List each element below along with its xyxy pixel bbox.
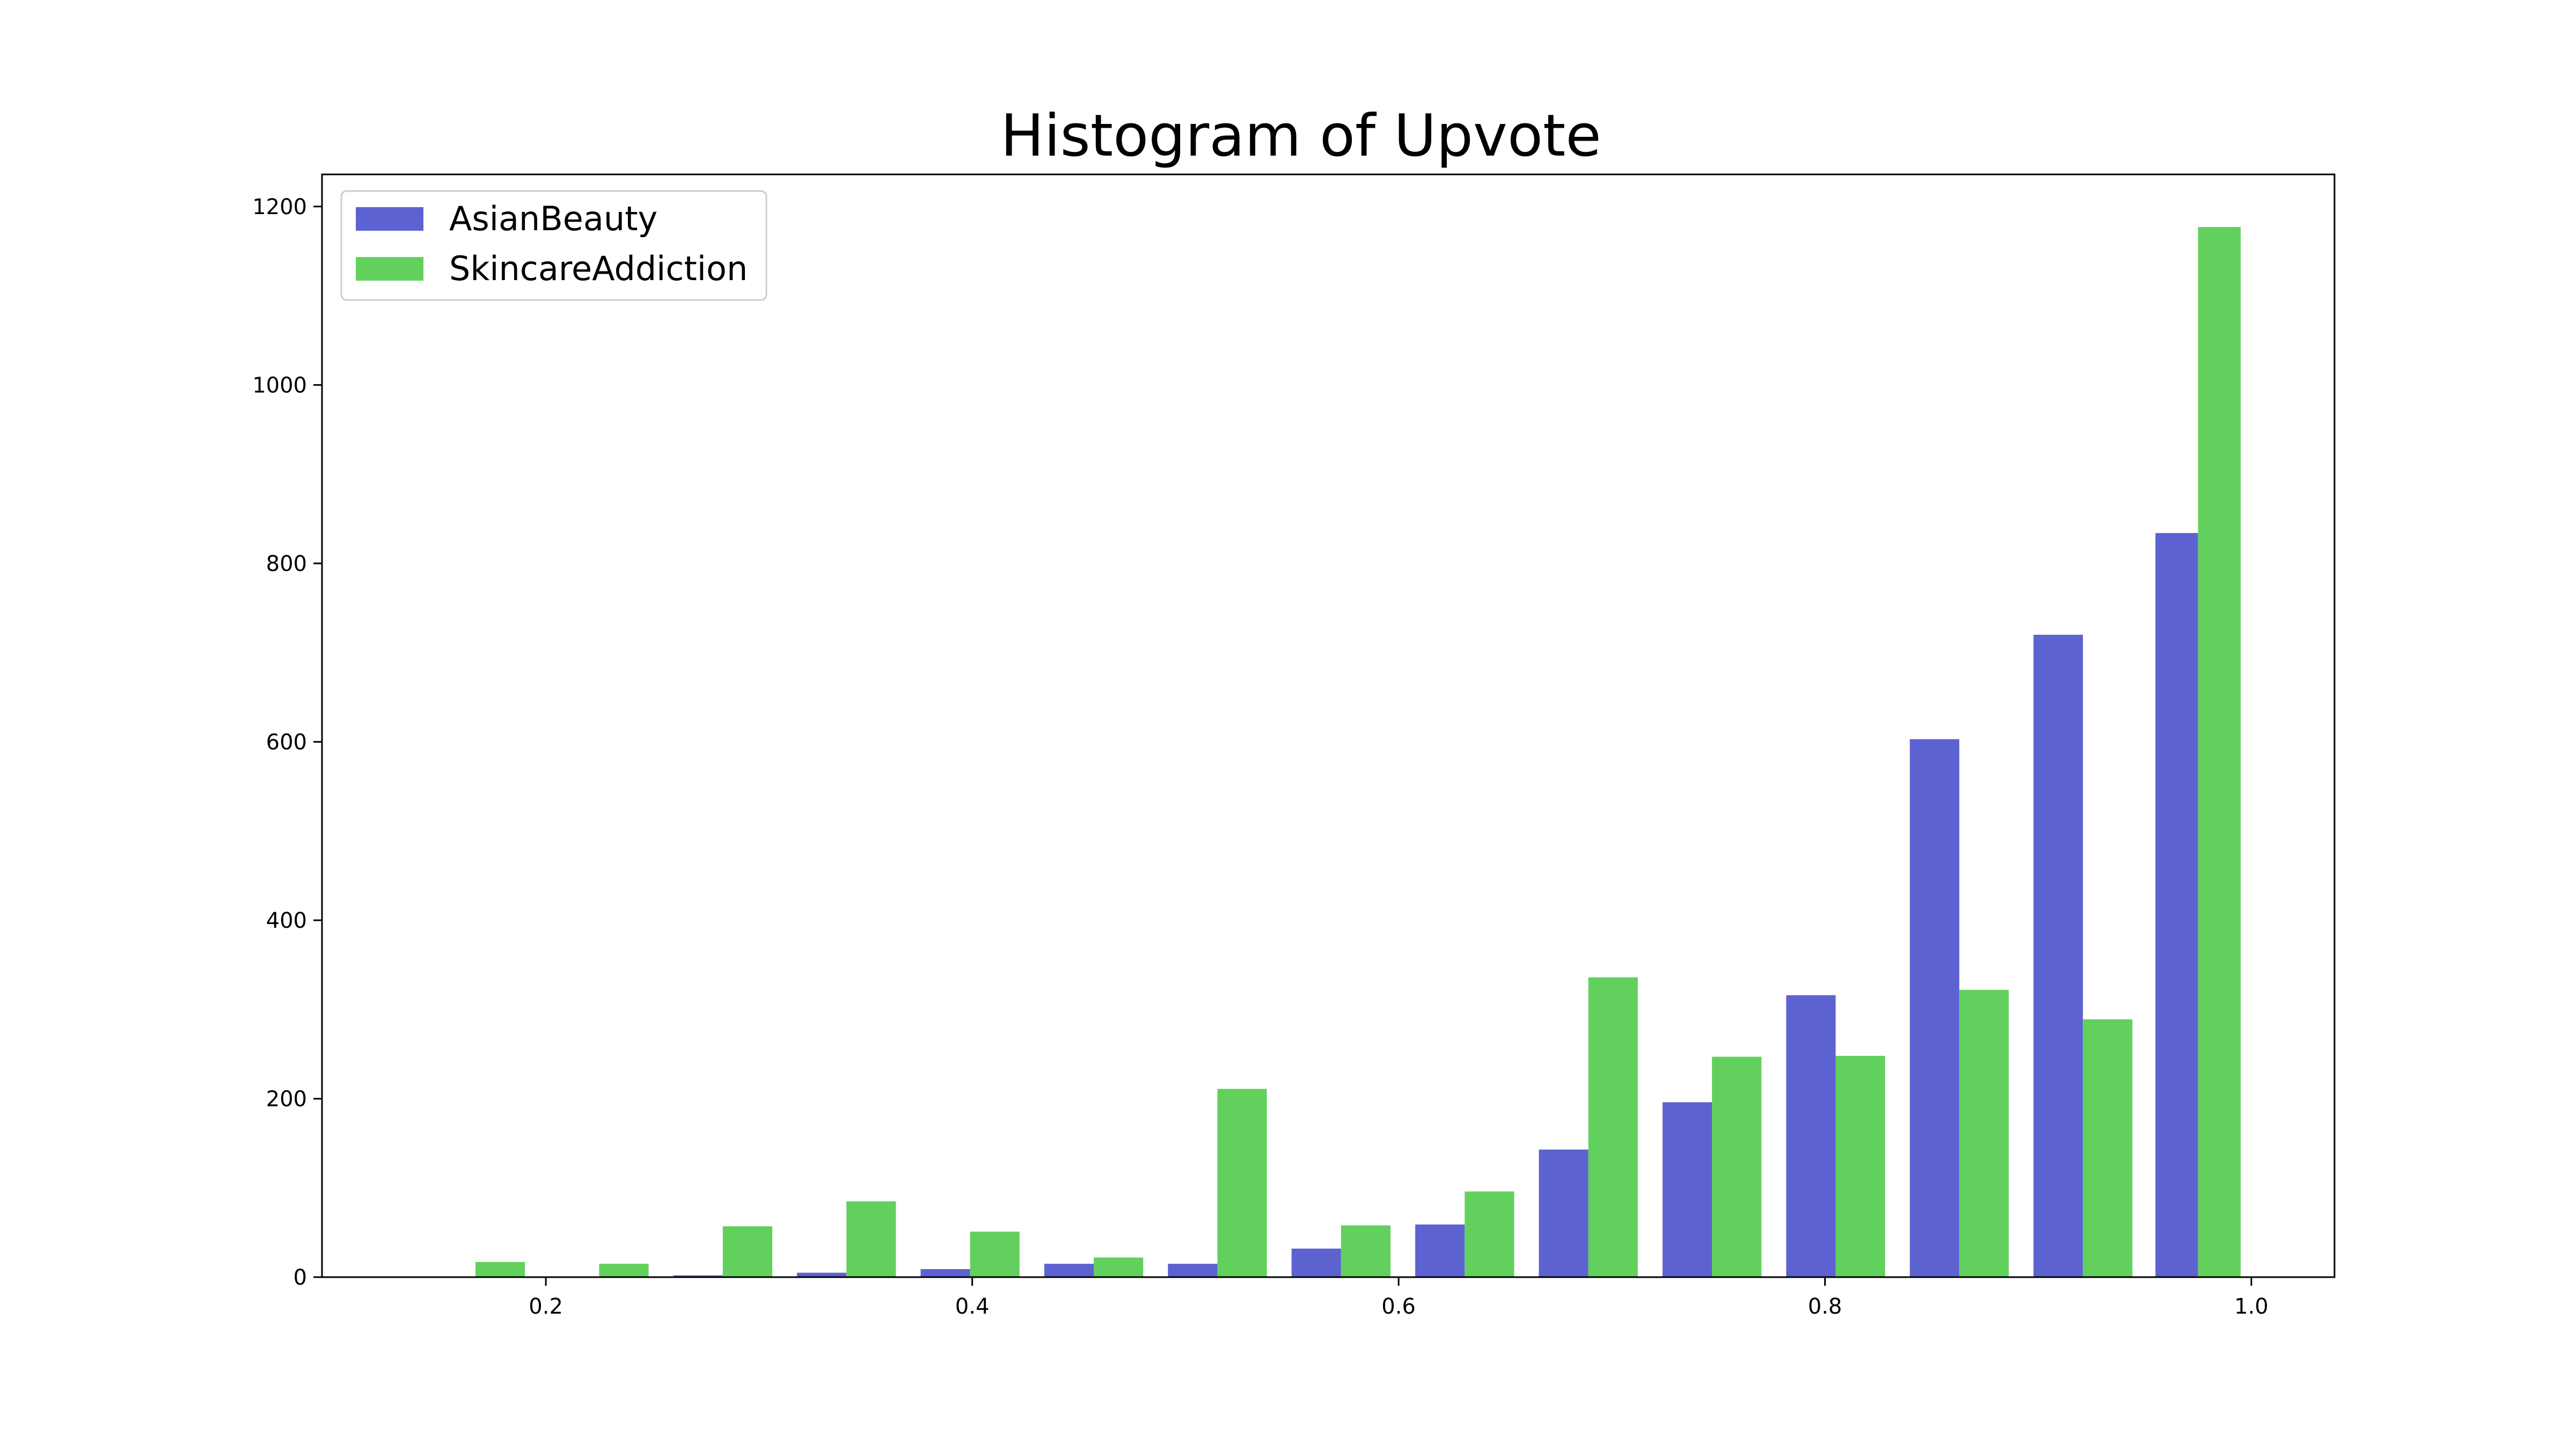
plot-frame	[321, 173, 2336, 1278]
bar-skincareaddiction-7	[1341, 1225, 1391, 1277]
bar-asianbeauty-8	[1415, 1224, 1465, 1277]
bar-asianbeauty-4	[920, 1269, 970, 1277]
bar-skincareaddiction-10	[1712, 1057, 1762, 1277]
legend-swatch-skincareaddiction	[356, 257, 423, 281]
bar-asianbeauty-14	[2155, 533, 2198, 1277]
bar-skincareaddiction-4	[970, 1232, 1020, 1277]
x-tick-label: 1.0	[2234, 1294, 2268, 1319]
x-tick-label: 0.4	[955, 1294, 990, 1319]
legend-label-skincareaddiction: SkincareAddiction	[449, 249, 748, 288]
bar-asianbeauty-2	[673, 1275, 723, 1277]
bar-skincareaddiction-13	[2083, 1019, 2133, 1277]
bar-skincareaddiction-9	[1588, 977, 1638, 1277]
bar-asianbeauty-3	[797, 1272, 847, 1277]
bar-skincareaddiction-2	[722, 1226, 772, 1277]
bar-skincareaddiction-12	[1959, 990, 2009, 1277]
y-tick-label: 200	[266, 1087, 307, 1111]
bar-skincareaddiction-0	[475, 1262, 525, 1277]
x-axis: 0.2 0.4 0.6 0.8 1.0	[529, 1277, 2268, 1319]
y-tick-label: 0	[294, 1265, 307, 1290]
y-tick-label: 1200	[252, 195, 307, 219]
bar-skincareaddiction-3	[846, 1201, 896, 1277]
x-tick-label: 0.6	[1381, 1294, 1416, 1319]
y-tick-label: 400	[266, 908, 307, 933]
y-tick-label: 800	[266, 552, 307, 576]
legend: AsianBeauty SkincareAddiction	[340, 190, 767, 301]
legend-label-asianbeauty: AsianBeauty	[449, 199, 657, 238]
bar-skincareaddiction-5	[1094, 1257, 1144, 1277]
y-tick-label: 1000	[252, 373, 307, 398]
bar-skincareaddiction-6	[1217, 1089, 1267, 1277]
bar-skincareaddiction-11	[1835, 1056, 1885, 1277]
bar-skincareaddiction-1	[599, 1264, 649, 1277]
legend-swatch-asianbeauty	[356, 207, 423, 231]
bar-asianbeauty-6	[1168, 1264, 1218, 1277]
bar-asianbeauty-5	[1044, 1264, 1094, 1277]
bar-skincareaddiction-14	[2198, 227, 2241, 1278]
x-tick-label: 0.8	[1808, 1294, 1842, 1319]
bar-asianbeauty-10	[1662, 1102, 1713, 1277]
chart-title: Histogram of Upvote	[1000, 102, 1601, 170]
legend-box	[340, 190, 767, 301]
bar-asianbeauty-11	[1786, 995, 1836, 1277]
bar-skincareaddiction-8	[1465, 1191, 1514, 1277]
bars-layer	[475, 227, 2241, 1278]
bar-asianbeauty-7	[1291, 1248, 1341, 1277]
bar-asianbeauty-9	[1539, 1149, 1589, 1277]
y-tick-label: 600	[266, 730, 307, 754]
x-tick-label: 0.2	[529, 1294, 563, 1319]
bar-asianbeauty-13	[2033, 634, 2083, 1277]
y-axis: 0 200 400 600 800 1000 1200	[252, 195, 322, 1290]
bar-asianbeauty-12	[1909, 739, 1959, 1277]
